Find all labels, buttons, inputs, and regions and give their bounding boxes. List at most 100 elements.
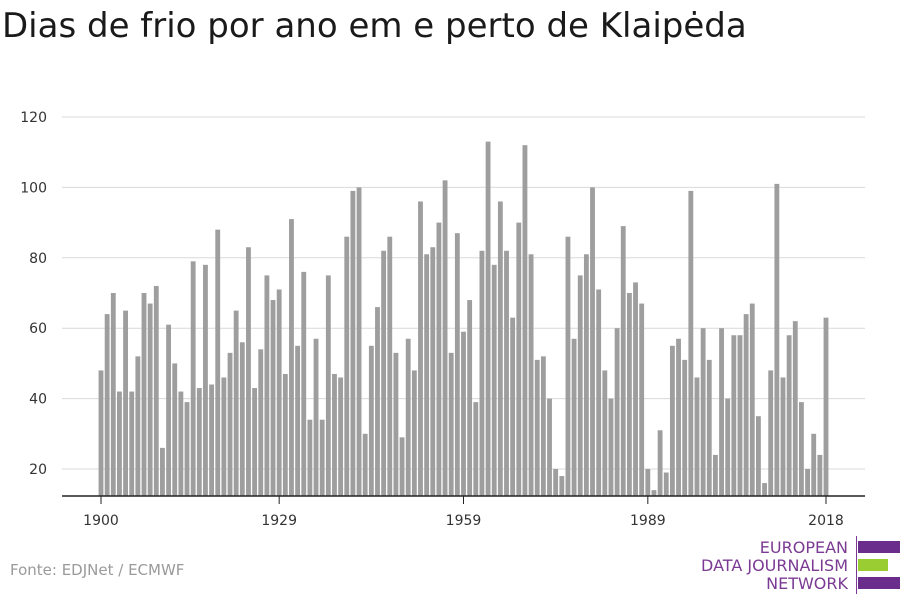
y-tick-label: 40 bbox=[29, 392, 47, 408]
bar bbox=[504, 250, 509, 496]
bar bbox=[332, 373, 337, 496]
bar bbox=[608, 398, 614, 496]
bar bbox=[418, 201, 423, 497]
bar bbox=[497, 201, 503, 497]
bar bbox=[467, 300, 473, 496]
bar bbox=[731, 335, 737, 496]
bar bbox=[706, 359, 712, 496]
bar bbox=[196, 388, 202, 496]
bar bbox=[553, 469, 559, 496]
x-tick-label: 1959 bbox=[446, 513, 482, 529]
bar bbox=[221, 377, 227, 496]
bar bbox=[559, 476, 565, 496]
y-tick-label: 20 bbox=[29, 462, 47, 478]
x-tick-label: 2018 bbox=[808, 513, 844, 529]
bar bbox=[399, 437, 405, 496]
bar bbox=[129, 391, 135, 496]
bar bbox=[461, 331, 466, 496]
bar bbox=[473, 402, 479, 496]
bar bbox=[258, 349, 264, 496]
bar bbox=[264, 275, 270, 496]
bar bbox=[215, 229, 221, 496]
bar bbox=[823, 317, 829, 496]
bar bbox=[768, 370, 774, 496]
bar bbox=[405, 338, 411, 496]
bar bbox=[209, 384, 215, 496]
bar bbox=[190, 261, 196, 496]
bar bbox=[725, 398, 731, 496]
bar bbox=[338, 377, 344, 496]
bar bbox=[307, 419, 313, 496]
bar bbox=[147, 303, 153, 496]
bar bbox=[178, 391, 184, 496]
y-tick-label: 80 bbox=[29, 251, 47, 267]
bar bbox=[98, 370, 104, 496]
bar bbox=[430, 247, 436, 496]
bar bbox=[368, 345, 374, 496]
logo-line-data-journalism: DATA JOURNALISM bbox=[701, 556, 848, 575]
bar bbox=[719, 328, 724, 496]
bar bbox=[350, 190, 356, 497]
bar bbox=[295, 345, 301, 496]
bar bbox=[313, 338, 319, 496]
bar bbox=[381, 250, 387, 496]
bar bbox=[817, 454, 823, 496]
logo-bar-green bbox=[858, 559, 888, 571]
bar bbox=[227, 352, 233, 496]
x-tick-labels: 1900 1929 1959 1989 2018 bbox=[83, 513, 844, 529]
x-tick-label: 1929 bbox=[261, 513, 297, 529]
bar bbox=[645, 469, 651, 496]
bar bbox=[135, 356, 141, 496]
bar bbox=[614, 328, 620, 496]
bar bbox=[669, 345, 675, 496]
chart-title: Dias de frio por ano em e perto de Klaip… bbox=[2, 6, 747, 46]
edjnet-logo: EUROPEAN DATA JOURNALISM NETWORK bbox=[690, 536, 900, 596]
bar bbox=[141, 293, 147, 496]
bar bbox=[762, 483, 767, 496]
logo-line-network: NETWORK bbox=[766, 574, 848, 593]
bar bbox=[682, 359, 688, 496]
bar bbox=[755, 416, 761, 496]
bar bbox=[411, 370, 417, 496]
bar bbox=[393, 352, 399, 496]
bar bbox=[362, 433, 368, 496]
bar bbox=[774, 183, 780, 496]
logo-line-european: EUROPEAN bbox=[759, 538, 848, 557]
bar bbox=[485, 141, 491, 496]
bar bbox=[160, 447, 165, 496]
bar bbox=[780, 377, 786, 496]
bar bbox=[203, 264, 208, 496]
bar bbox=[252, 388, 258, 496]
bar bbox=[743, 314, 749, 496]
y-tick-label: 100 bbox=[20, 180, 47, 196]
bar bbox=[799, 402, 804, 496]
bar bbox=[356, 187, 362, 496]
bar bbox=[620, 226, 626, 496]
x-tick-label: 1989 bbox=[630, 513, 666, 529]
bar bbox=[633, 282, 638, 496]
bar bbox=[117, 391, 122, 496]
bar bbox=[737, 335, 743, 496]
bar bbox=[282, 373, 288, 496]
logo-bar-purple-top bbox=[858, 541, 900, 553]
bar bbox=[577, 275, 583, 496]
bar bbox=[528, 254, 534, 496]
bar bbox=[153, 285, 159, 496]
bar bbox=[442, 180, 448, 497]
bar bbox=[123, 310, 128, 496]
bar bbox=[602, 370, 608, 496]
bar bbox=[479, 250, 485, 496]
source-note: Fonte: EDJNet / ECMWF bbox=[10, 561, 185, 579]
y-tick-label: 60 bbox=[29, 321, 47, 337]
bar bbox=[491, 264, 497, 496]
bar bbox=[172, 363, 178, 496]
bar bbox=[534, 359, 540, 496]
bar bbox=[319, 419, 325, 496]
bar bbox=[454, 233, 460, 496]
bar bbox=[387, 236, 393, 496]
axes bbox=[62, 495, 865, 504]
bar bbox=[712, 454, 718, 496]
x-tick-label: 1900 bbox=[83, 513, 119, 529]
bar bbox=[688, 190, 694, 497]
bar bbox=[510, 317, 516, 496]
